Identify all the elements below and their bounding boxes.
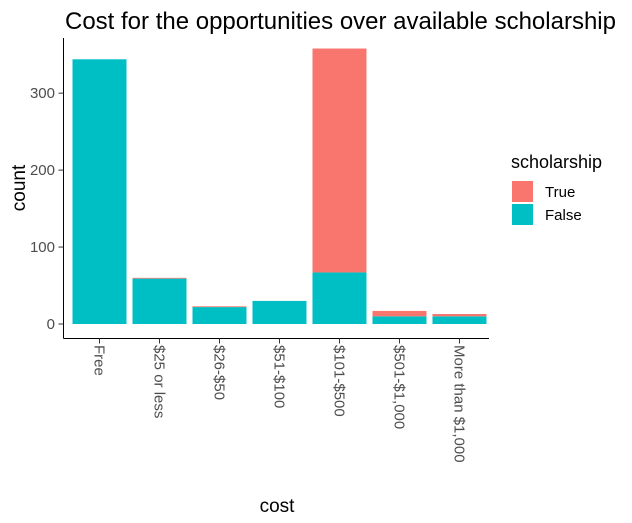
bar-false-1: [132, 278, 187, 324]
bar-true-4: [312, 48, 367, 273]
x-tick-label: $501-$1,000: [390, 345, 407, 429]
bar-false-3: [252, 300, 307, 324]
legend-title: scholarship: [511, 152, 602, 172]
bar-false-4: [312, 272, 367, 324]
legend-label-false: False: [545, 207, 582, 224]
legend-swatch-false: [512, 204, 533, 225]
bar-false-2: [192, 307, 247, 324]
x-tick-label: Free: [91, 345, 108, 376]
x-axis-title: cost: [260, 496, 296, 517]
x-tick-label: $51-$100: [270, 345, 287, 408]
bar-false-6: [432, 316, 487, 324]
legend-items: True False: [512, 181, 582, 225]
legend-swatch-true: [512, 181, 533, 202]
bar-false-5: [372, 316, 427, 324]
y-tick-label: 200: [30, 162, 55, 179]
bar-false-0: [72, 59, 127, 325]
bar-true-1: [132, 277, 187, 279]
y-tick-label: 100: [30, 239, 55, 256]
chart-title: Cost for the opportunities over availabl…: [65, 8, 616, 35]
y-tick-label: 300: [30, 85, 55, 102]
legend: scholarship True False: [511, 152, 602, 225]
x-tick-label: More than $1,000: [450, 345, 467, 463]
bars-layer: [72, 48, 487, 325]
x-tick-label: $101-$500: [330, 345, 347, 417]
x-tick-label: $26-$50: [210, 345, 227, 400]
x-tick-label: $25 or less: [151, 345, 168, 418]
y-axis-title: count: [9, 164, 30, 211]
y-tick-label: 0: [47, 316, 55, 333]
legend-label-true: True: [545, 184, 575, 201]
bar-true-6: [432, 314, 487, 317]
y-axis-ticks: 0 100 200 300: [30, 85, 64, 333]
bar-true-2: [192, 306, 247, 308]
bar-true-5: [372, 310, 427, 317]
x-axis-ticks: Free $25 or less $26-$50 $51-$100 $101-$500 $…: [91, 338, 467, 463]
